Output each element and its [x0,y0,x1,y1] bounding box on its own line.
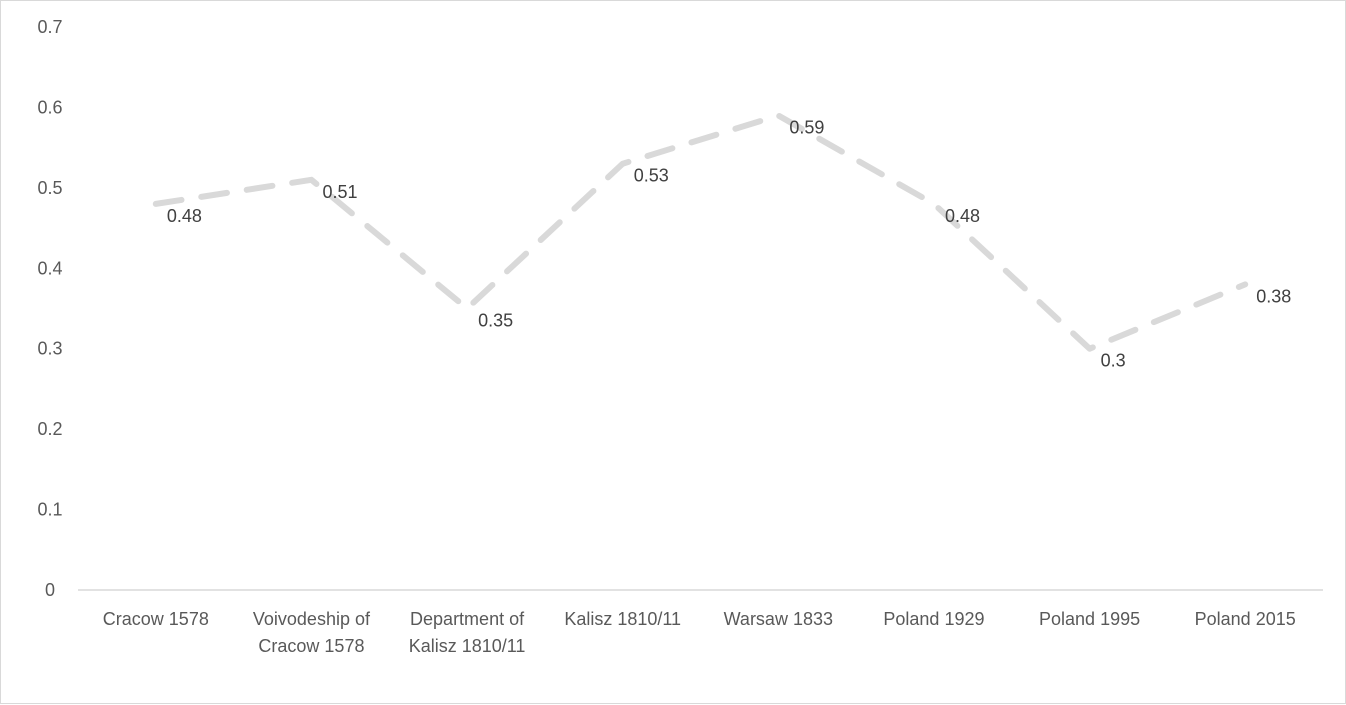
y-axis-tick-labels: 0 0.1 0.2 0.3 0.4 0.5 0.6 0.7 [37,17,62,600]
y-tick-label: 0.5 [37,178,62,198]
data-label: 0.51 [322,182,357,202]
y-tick-label: 0.3 [37,339,62,359]
data-label: 0.53 [634,166,669,186]
x-category-label: Voivodeship of Cracow 1578 [253,609,371,656]
x-axis-category-labels: Cracow 1578 Voivodeship of Cracow 1578 Depa… [103,609,1296,656]
x-category-label: Poland 2015 [1195,609,1296,629]
x-category-label: Warsaw 1833 [724,609,833,629]
x-category-label: Cracow 1578 [103,609,209,629]
y-tick-label: 0.1 [37,500,62,520]
y-tick-label: 0.7 [37,17,62,37]
y-tick-label: 0.2 [37,419,62,439]
y-tick-label: 0.6 [37,97,62,117]
x-category-label: Poland 1929 [883,609,984,629]
data-label: 0.38 [1256,286,1291,306]
data-label: 0.48 [167,206,202,226]
data-label: 0.3 [1101,351,1126,371]
y-tick-label: 0 [45,580,55,600]
series-line [152,112,1249,352]
y-tick-label: 0.4 [37,258,62,278]
x-category-label: Department of Kalisz 1810/11 [409,609,526,656]
x-category-label: Poland 1995 [1039,609,1140,629]
x-category-label: Kalisz 1810/11 [564,609,681,629]
data-label: 0.48 [945,206,980,226]
data-label: 0.59 [789,117,824,137]
data-label: 0.35 [478,311,513,331]
data-labels: 0.48 0.51 0.35 0.53 0.59 0.48 0.3 0.38 [167,117,1291,370]
